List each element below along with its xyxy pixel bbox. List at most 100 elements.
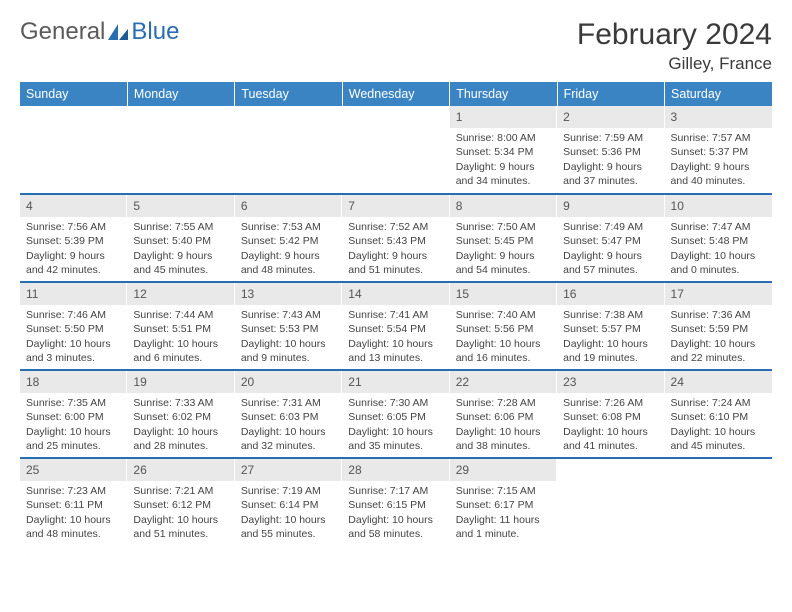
calendar-day: 12Sunrise: 7:44 AMSunset: 5:51 PMDayligh… [127, 282, 234, 370]
calendar-day: 2Sunrise: 7:59 AMSunset: 5:36 PMDaylight… [557, 106, 664, 194]
day-body: Sunrise: 7:17 AMSunset: 6:15 PMDaylight:… [342, 481, 449, 545]
logo: General Blue [20, 18, 179, 46]
day-body: Sunrise: 7:43 AMSunset: 5:53 PMDaylight:… [235, 305, 342, 369]
calendar-day: 25Sunrise: 7:23 AMSunset: 6:11 PMDayligh… [20, 458, 127, 546]
day-header: Tuesday [235, 82, 342, 106]
calendar-day: 8Sunrise: 7:50 AMSunset: 5:45 PMDaylight… [450, 194, 557, 282]
day-body: Sunrise: 7:46 AMSunset: 5:50 PMDaylight:… [20, 305, 127, 369]
day-body: Sunrise: 7:35 AMSunset: 6:00 PMDaylight:… [20, 393, 127, 457]
header: General Blue February 2024 Gilley, Franc… [20, 18, 772, 74]
calendar-day: .. [235, 106, 342, 194]
calendar-day: 1Sunrise: 8:00 AMSunset: 5:34 PMDaylight… [450, 106, 557, 194]
calendar-day: .. [342, 106, 449, 194]
calendar-week: 25Sunrise: 7:23 AMSunset: 6:11 PMDayligh… [20, 458, 772, 546]
calendar-table: SundayMondayTuesdayWednesdayThursdayFrid… [20, 82, 772, 546]
day-body: Sunrise: 8:00 AMSunset: 5:34 PMDaylight:… [450, 128, 557, 192]
day-number: 2 [557, 106, 664, 128]
day-number: 11 [20, 283, 127, 305]
calendar-day: 5Sunrise: 7:55 AMSunset: 5:40 PMDaylight… [127, 194, 234, 282]
day-body: Sunrise: 7:55 AMSunset: 5:40 PMDaylight:… [127, 217, 234, 281]
day-body: Sunrise: 7:31 AMSunset: 6:03 PMDaylight:… [235, 393, 342, 457]
day-number: 21 [342, 371, 449, 393]
day-body: Sunrise: 7:30 AMSunset: 6:05 PMDaylight:… [342, 393, 449, 457]
day-number: 12 [127, 283, 234, 305]
calendar-day: 19Sunrise: 7:33 AMSunset: 6:02 PMDayligh… [127, 370, 234, 458]
day-body: Sunrise: 7:56 AMSunset: 5:39 PMDaylight:… [20, 217, 127, 281]
calendar-day: 14Sunrise: 7:41 AMSunset: 5:54 PMDayligh… [342, 282, 449, 370]
calendar-day: 10Sunrise: 7:47 AMSunset: 5:48 PMDayligh… [665, 194, 772, 282]
calendar-day: 29Sunrise: 7:15 AMSunset: 6:17 PMDayligh… [450, 458, 557, 546]
day-number: 28 [342, 459, 449, 481]
day-body: Sunrise: 7:53 AMSunset: 5:42 PMDaylight:… [235, 217, 342, 281]
day-number: 4 [20, 195, 127, 217]
calendar-day: 24Sunrise: 7:24 AMSunset: 6:10 PMDayligh… [665, 370, 772, 458]
calendar-week: ........1Sunrise: 8:00 AMSunset: 5:34 PM… [20, 106, 772, 194]
calendar-day: 23Sunrise: 7:26 AMSunset: 6:08 PMDayligh… [557, 370, 664, 458]
calendar-day: 21Sunrise: 7:30 AMSunset: 6:05 PMDayligh… [342, 370, 449, 458]
day-body: Sunrise: 7:26 AMSunset: 6:08 PMDaylight:… [557, 393, 664, 457]
day-number: 19 [127, 371, 234, 393]
day-body: Sunrise: 7:40 AMSunset: 5:56 PMDaylight:… [450, 305, 557, 369]
day-number: 23 [557, 371, 664, 393]
calendar-week: 18Sunrise: 7:35 AMSunset: 6:00 PMDayligh… [20, 370, 772, 458]
calendar-day: .. [127, 106, 234, 194]
day-header: Thursday [450, 82, 557, 106]
calendar-day: 16Sunrise: 7:38 AMSunset: 5:57 PMDayligh… [557, 282, 664, 370]
day-number: 22 [450, 371, 557, 393]
day-number: 6 [235, 195, 342, 217]
day-number: 26 [127, 459, 234, 481]
calendar-day: 22Sunrise: 7:28 AMSunset: 6:06 PMDayligh… [450, 370, 557, 458]
calendar-week: 4Sunrise: 7:56 AMSunset: 5:39 PMDaylight… [20, 194, 772, 282]
day-number: 17 [665, 283, 772, 305]
day-body: Sunrise: 7:24 AMSunset: 6:10 PMDaylight:… [665, 393, 772, 457]
day-number: 29 [450, 459, 557, 481]
day-header: Friday [557, 82, 664, 106]
day-body: Sunrise: 7:19 AMSunset: 6:14 PMDaylight:… [235, 481, 342, 545]
day-body: Sunrise: 7:59 AMSunset: 5:36 PMDaylight:… [557, 128, 664, 192]
calendar-day: .. [20, 106, 127, 194]
day-number: 27 [235, 459, 342, 481]
calendar-day: 3Sunrise: 7:57 AMSunset: 5:37 PMDaylight… [665, 106, 772, 194]
day-number: 7 [342, 195, 449, 217]
calendar-day: 15Sunrise: 7:40 AMSunset: 5:56 PMDayligh… [450, 282, 557, 370]
logo-text-2: Blue [131, 18, 179, 46]
title-block: February 2024 Gilley, France [577, 18, 772, 74]
calendar-day: 6Sunrise: 7:53 AMSunset: 5:42 PMDaylight… [235, 194, 342, 282]
location-text: Gilley, France [577, 54, 772, 74]
day-number: 16 [557, 283, 664, 305]
day-body: Sunrise: 7:49 AMSunset: 5:47 PMDaylight:… [557, 217, 664, 281]
calendar-day: 7Sunrise: 7:52 AMSunset: 5:43 PMDaylight… [342, 194, 449, 282]
day-body: Sunrise: 7:21 AMSunset: 6:12 PMDaylight:… [127, 481, 234, 545]
calendar-day: 11Sunrise: 7:46 AMSunset: 5:50 PMDayligh… [20, 282, 127, 370]
day-body: Sunrise: 7:36 AMSunset: 5:59 PMDaylight:… [665, 305, 772, 369]
day-body: Sunrise: 7:38 AMSunset: 5:57 PMDaylight:… [557, 305, 664, 369]
day-header: Saturday [665, 82, 772, 106]
page-title: February 2024 [577, 18, 772, 52]
day-number: 5 [127, 195, 234, 217]
day-number: 8 [450, 195, 557, 217]
day-number: 10 [665, 195, 772, 217]
calendar-day: 4Sunrise: 7:56 AMSunset: 5:39 PMDaylight… [20, 194, 127, 282]
day-number: 20 [235, 371, 342, 393]
day-number: 9 [557, 195, 664, 217]
day-body: Sunrise: 7:33 AMSunset: 6:02 PMDaylight:… [127, 393, 234, 457]
day-number: 18 [20, 371, 127, 393]
logo-text-1: General [20, 18, 105, 46]
day-body: Sunrise: 7:23 AMSunset: 6:11 PMDaylight:… [20, 481, 127, 545]
calendar-day: .. [665, 458, 772, 546]
day-number: 24 [665, 371, 772, 393]
day-body: Sunrise: 7:41 AMSunset: 5:54 PMDaylight:… [342, 305, 449, 369]
day-body: Sunrise: 7:47 AMSunset: 5:48 PMDaylight:… [665, 217, 772, 281]
logo-sail-icon [107, 23, 129, 41]
day-number: 13 [235, 283, 342, 305]
calendar-day: 27Sunrise: 7:19 AMSunset: 6:14 PMDayligh… [235, 458, 342, 546]
day-header: Sunday [20, 82, 127, 106]
day-number: 3 [665, 106, 772, 128]
day-body: Sunrise: 7:57 AMSunset: 5:37 PMDaylight:… [665, 128, 772, 192]
day-body: Sunrise: 7:52 AMSunset: 5:43 PMDaylight:… [342, 217, 449, 281]
calendar-week: 11Sunrise: 7:46 AMSunset: 5:50 PMDayligh… [20, 282, 772, 370]
calendar-day: 17Sunrise: 7:36 AMSunset: 5:59 PMDayligh… [665, 282, 772, 370]
day-number: 1 [450, 106, 557, 128]
calendar-day: 9Sunrise: 7:49 AMSunset: 5:47 PMDaylight… [557, 194, 664, 282]
day-number: 25 [20, 459, 127, 481]
